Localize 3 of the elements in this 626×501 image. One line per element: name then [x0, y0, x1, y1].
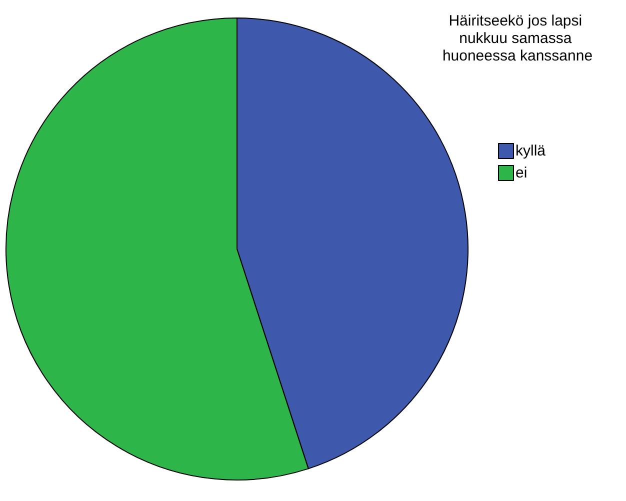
legend-title: Häiritseekö jos lapsi nukkuu samassa huoneessa kanssanne: [442, 12, 593, 64]
legend-label: kyllä: [516, 142, 546, 160]
legend-label: ei: [516, 164, 528, 182]
